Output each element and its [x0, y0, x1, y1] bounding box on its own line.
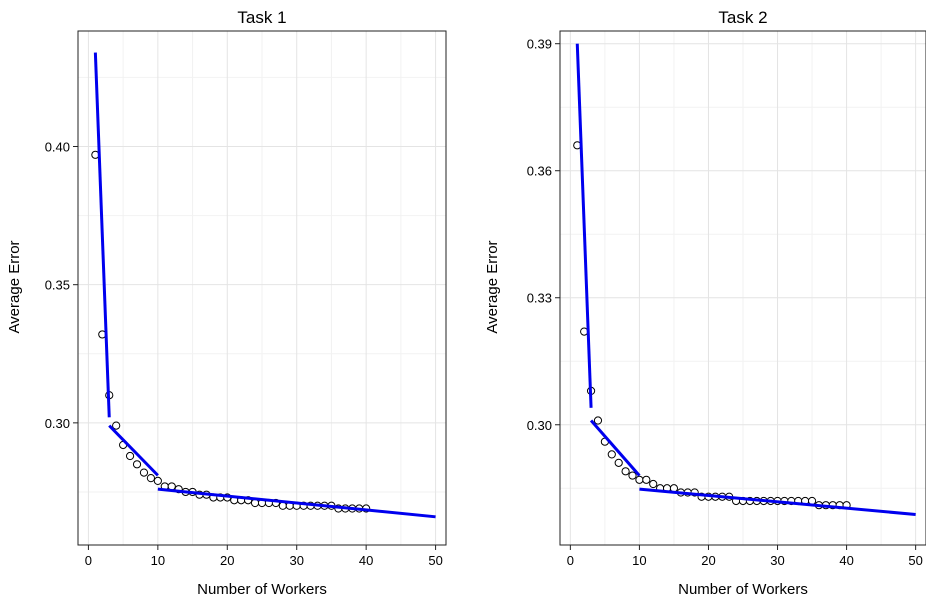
y-tick-label: 0.33	[527, 291, 552, 306]
data-point	[607, 450, 616, 459]
chart-title: Task 2	[718, 8, 767, 27]
x-tick-label: 40	[359, 553, 373, 568]
fit-segment-3	[639, 487, 916, 517]
x-tick-label: 30	[770, 553, 784, 568]
chart-panel-2: 0 10 20 30 40 50 0.30 0.33 0.36 0.39 Task 2 Number …	[484, 8, 926, 598]
data-point	[593, 416, 603, 425]
x-tick-label: 50	[908, 553, 922, 568]
plot-frame	[559, 30, 926, 546]
y-tick-label: 0.35	[45, 278, 70, 293]
data-point	[649, 479, 658, 489]
data-point	[153, 476, 162, 485]
fit-segment-1	[93, 52, 111, 418]
chart-title: Task 1	[237, 8, 286, 27]
data-point	[132, 460, 142, 469]
x-tick-label: 10	[632, 553, 646, 568]
data-point	[628, 471, 637, 480]
data-point	[642, 475, 651, 484]
fit-segment-2	[589, 419, 641, 477]
x-tick-label: 0	[567, 553, 574, 568]
plot-frame	[77, 30, 447, 546]
y-axis-label: Average Error	[6, 240, 23, 333]
x-tick-label: 20	[220, 553, 234, 568]
x-tick-label: 10	[151, 553, 165, 568]
data-point	[146, 474, 156, 483]
y-axis-label: Average Error	[484, 240, 501, 333]
data-point	[139, 468, 149, 477]
data-point	[125, 451, 135, 461]
x-tick-label: 30	[289, 553, 303, 568]
data-point	[112, 421, 121, 430]
x-tick-label: 40	[839, 553, 853, 568]
chart-panel-1: 0 10 20 30 40 50 0.30 0.35 0.40 Task 1 Number of W…	[6, 8, 447, 598]
y-tick-label: 0.40	[45, 140, 70, 155]
x-tick-label: 50	[428, 553, 442, 568]
x-axis-label: Number of Workers	[197, 581, 327, 598]
data-point	[635, 475, 644, 484]
y-tick-label: 0.30	[45, 416, 70, 431]
x-tick-label: 0	[85, 553, 92, 568]
x-axis-label: Number of Workers	[678, 581, 808, 598]
y-tick-label: 0.39	[527, 37, 552, 52]
y-tick-label: 0.30	[527, 418, 552, 433]
y-tick-label: 0.36	[527, 164, 552, 179]
fit-segment-3	[157, 487, 436, 519]
fit-segment-2	[108, 424, 159, 477]
data-point	[614, 458, 623, 467]
data-point	[621, 467, 630, 476]
x-tick-label: 20	[701, 553, 715, 568]
fit-segment-1	[575, 43, 593, 408]
